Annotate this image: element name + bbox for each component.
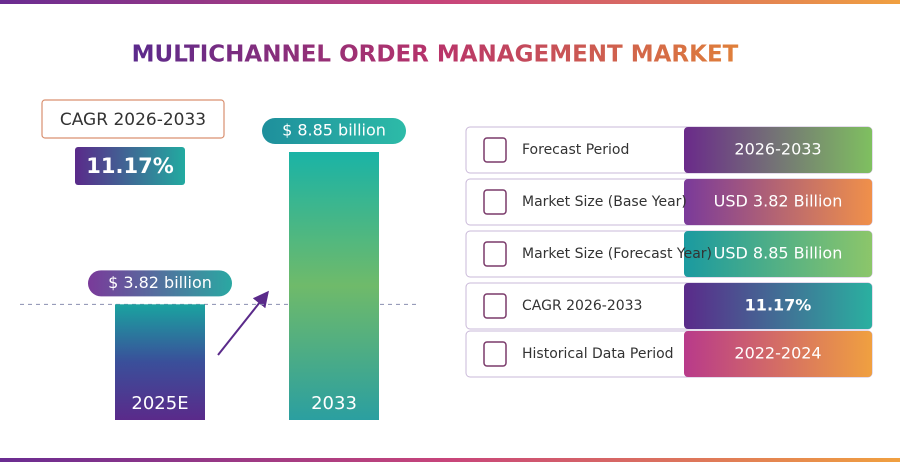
value-pill <box>262 118 406 144</box>
row-icon <box>483 241 507 267</box>
row-value-box <box>684 331 872 377</box>
row-value-box <box>684 179 872 225</box>
row-value: USD 3.82 Billion <box>714 192 843 211</box>
row-value-box <box>684 283 872 329</box>
value-label: $ 8.85 billion <box>282 121 386 140</box>
row-label: Forecast Period <box>522 142 629 158</box>
top-rule <box>0 0 900 4</box>
row-icon <box>483 137 507 163</box>
growth-arrow <box>217 290 269 356</box>
row-label: Market Size (Base Year) <box>522 194 687 210</box>
cagr-label: CAGR 2026-2033 <box>60 110 206 130</box>
row-icon <box>483 189 507 215</box>
row-label: Historical Data Period <box>522 346 674 362</box>
row-value: 2026-2033 <box>734 140 821 159</box>
row-icon <box>483 293 507 319</box>
value-pill <box>88 270 232 297</box>
row-value-box <box>684 231 872 277</box>
cagr-label-box <box>41 99 225 139</box>
row-value: 11.17% <box>745 296 812 315</box>
category-label: 2025E <box>131 393 188 414</box>
bar <box>115 304 205 420</box>
cagr-value: 11.17% <box>86 154 173 178</box>
row-label: Market Size (Forecast Year) <box>522 246 712 262</box>
bar <box>289 152 379 420</box>
page-title: MULTICHANNEL ORDER MANAGEMENT MARKET <box>132 42 739 68</box>
row-label: CAGR 2026-2033 <box>522 298 642 314</box>
cagr-value-box <box>75 147 185 185</box>
row-value: 2022-2024 <box>734 344 821 363</box>
bottom-rule <box>0 458 900 462</box>
category-label: 2033 <box>311 393 357 414</box>
row-value-box <box>684 127 872 173</box>
row-icon <box>483 341 507 367</box>
value-label: $ 3.82 billion <box>108 273 212 292</box>
row-value: USD 8.85 Billion <box>714 244 843 263</box>
